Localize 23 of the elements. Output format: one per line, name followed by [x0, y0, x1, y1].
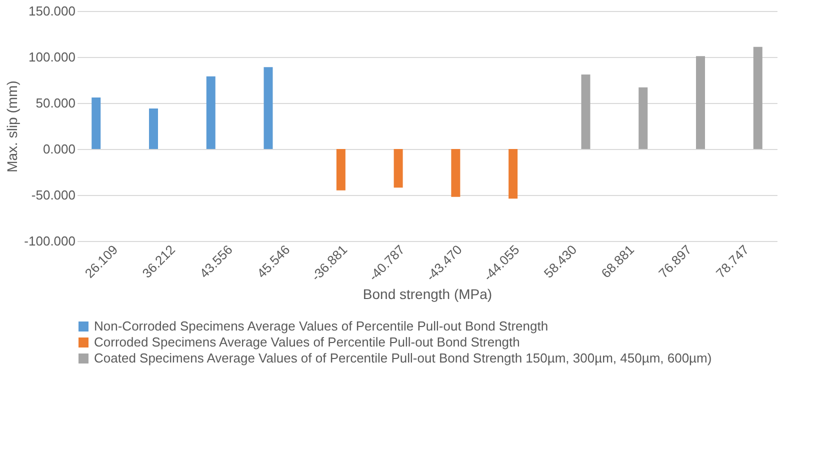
y-axis-title: Max. slip (mm)	[4, 80, 20, 172]
bar	[753, 46, 762, 149]
bar	[264, 67, 273, 149]
x-axis-title: Bond strength (MPa)	[362, 286, 492, 302]
bar	[149, 108, 158, 149]
legend-label: Non-Corroded Specimens Average Values of Percentile Pull-out Bond Strength	[94, 318, 548, 334]
bar	[394, 149, 403, 188]
bar	[451, 149, 460, 197]
bar	[638, 87, 648, 149]
bar	[508, 149, 518, 199]
y-tick-label: -100.000	[24, 234, 76, 248]
bar	[92, 97, 101, 149]
y-tick-label: 50.000	[36, 96, 76, 110]
y-tick-label: 100.000	[28, 50, 76, 64]
y-tick-label: 150.000	[28, 4, 76, 18]
legend-label: Corroded Specimens Average Values of Percentile Pull-out Bond Strength	[94, 334, 520, 350]
y-tick-label: 0.000	[42, 142, 76, 156]
bar	[206, 76, 216, 149]
y-tick-label: -50.000	[31, 188, 76, 202]
bar	[696, 56, 705, 149]
legend-label: Coated Specimens Average Values of of Percentile Pull-out Bond Strength 150µm, 300µm, 450µm, 600µm)	[94, 350, 712, 366]
bar	[336, 149, 346, 190]
bar	[581, 74, 590, 149]
